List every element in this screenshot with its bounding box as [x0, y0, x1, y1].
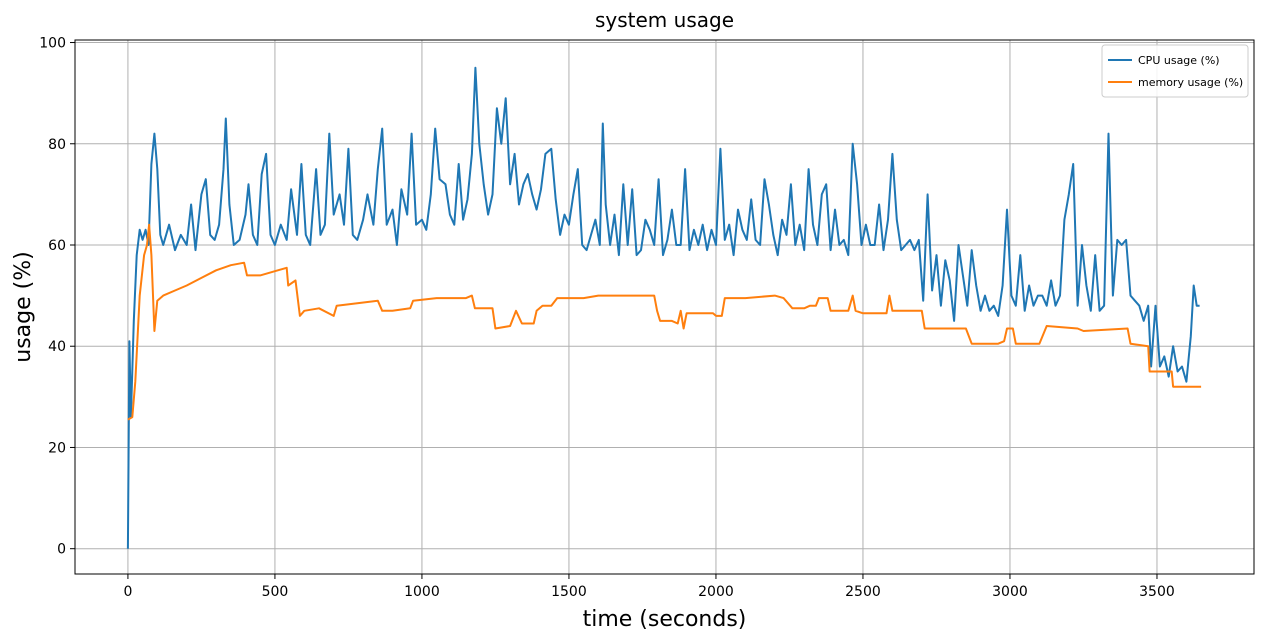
grid-layer — [75, 40, 1254, 574]
legend: CPU usage (%) memory usage (%) — [1101, 44, 1249, 98]
legend-label-cpu: CPU usage (%) — [1138, 54, 1220, 67]
cpu-usage-line — [126, 66, 1200, 549]
y-tick-label: 20 — [48, 440, 66, 456]
x-tick-label: 2000 — [698, 584, 734, 600]
y-tick-label: 40 — [48, 339, 66, 355]
y-tick-label: 80 — [48, 137, 66, 153]
y-tick-label: 100 — [39, 36, 66, 52]
x-tick-label: 2500 — [845, 584, 881, 600]
y-tick-label: 60 — [48, 238, 66, 254]
plot-frame — [74, 39, 1255, 575]
memory-usage-line — [127, 223, 1202, 421]
x-tick-label: 1500 — [551, 584, 587, 600]
chart-title: system usage — [595, 8, 734, 32]
y-axis-title: usage (%) — [11, 251, 36, 362]
x-tick-label: 3000 — [992, 584, 1028, 600]
x-tick-label: 500 — [262, 584, 289, 600]
series-layer — [126, 66, 1202, 549]
y-tick-label: 0 — [57, 542, 66, 558]
legend-box — [1101, 44, 1249, 98]
tick-layer: 0 500 1000 1500 2000 2500 3000 3500 0 20 40 60 80 100 — [39, 36, 1175, 600]
legend-label-memory: memory usage (%) — [1138, 76, 1243, 89]
x-tick-label: 1000 — [404, 584, 440, 600]
x-tick-label: 3500 — [1139, 584, 1175, 600]
x-axis-title: time (seconds) — [583, 607, 747, 632]
x-tick-label: 0 — [123, 584, 132, 600]
